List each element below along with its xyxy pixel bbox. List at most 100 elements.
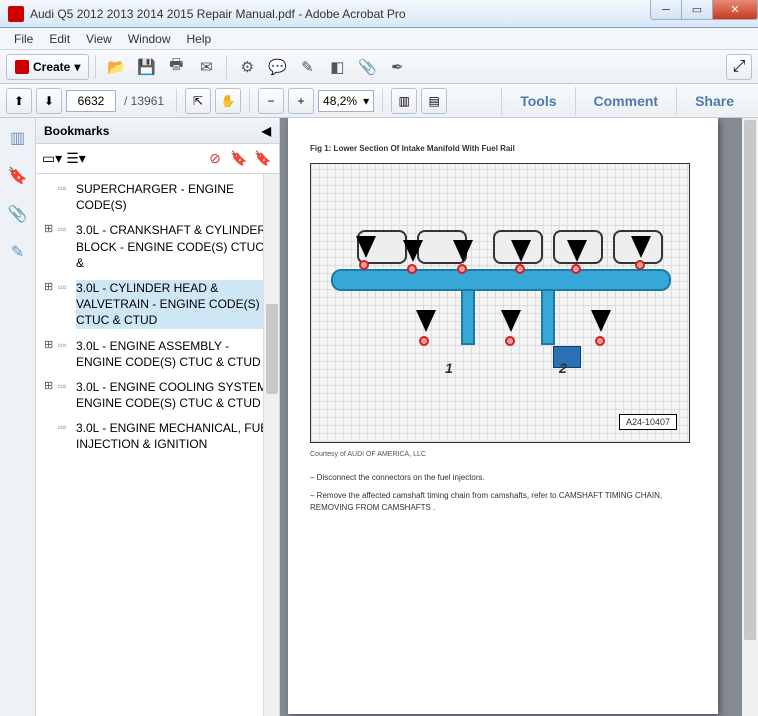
nav-bar: ⬆ ⬇ / 13961 ⇱ ✋ − + 48,2% ▾ ▥ ▤ Tools Co… xyxy=(0,84,758,118)
window-titlebar: Audi Q5 2012 2013 2014 2015 Repair Manua… xyxy=(0,0,758,28)
left-rail: ▥ 🔖 📎 ✎ xyxy=(0,118,36,716)
bookmark-label: SUPERCHARGER - ENGINE CODE(S) xyxy=(76,181,275,213)
page-down-button[interactable]: ⬇ xyxy=(36,88,62,114)
app-icon xyxy=(8,6,24,22)
bookmark-item[interactable]: ⊞▫▫3.0L - ENGINE ASSEMBLY - ENGINE CODE(… xyxy=(42,335,277,376)
bookmark-menu-icon[interactable]: ☰▾ xyxy=(66,149,86,169)
menu-edit[interactable]: Edit xyxy=(41,30,78,48)
bookmark-icon: ▫▫ xyxy=(58,420,76,452)
bookmark-item[interactable]: ⊞▫▫3.0L - CYLINDER HEAD & VALVETRAIN - E… xyxy=(42,277,277,335)
stamp-icon[interactable]: ◧ xyxy=(323,54,351,80)
menu-view[interactable]: View xyxy=(78,30,120,48)
bookmarks-title: Bookmarks xyxy=(44,124,109,138)
bookmark-icon: ▫▫ xyxy=(58,222,76,271)
open-icon[interactable]: 📂 xyxy=(102,54,130,80)
expand-icon[interactable] xyxy=(44,420,58,452)
separator xyxy=(249,89,250,113)
bookmark-icon: ▫▫ xyxy=(58,338,76,370)
panel-collapse-icon[interactable]: ◀ xyxy=(262,124,271,138)
instruction-line: – Disconnect the connectors on the fuel … xyxy=(310,472,696,484)
window-controls: ─ ▭ ✕ xyxy=(651,0,758,27)
bookmark-item[interactable]: ▫▫3.0L - ENGINE MECHANICAL, FUEL INJECTI… xyxy=(42,417,277,458)
close-button[interactable]: ✕ xyxy=(712,0,758,20)
page-number-input[interactable] xyxy=(66,90,116,112)
bookmarks-scrollbar[interactable] xyxy=(263,174,279,716)
expand-icon[interactable] xyxy=(44,181,58,213)
bookmark-label: 3.0L - ENGINE MECHANICAL, FUEL INJECTION… xyxy=(76,420,275,452)
zoom-value: 48,2% xyxy=(323,94,357,108)
hand-tool-icon[interactable]: ✋ xyxy=(215,88,241,114)
separator xyxy=(176,89,177,113)
content-scrollbar[interactable] xyxy=(742,118,758,716)
share-panel-button[interactable]: Share xyxy=(676,87,752,115)
window-title: Audi Q5 2012 2013 2014 2015 Repair Manua… xyxy=(30,7,651,21)
expand-icon[interactable]: ⊞ xyxy=(44,379,58,411)
create-button[interactable]: Create ▾ xyxy=(6,54,89,80)
courtesy-note: Courtesy of AUDI OF AMERICA, LLC xyxy=(310,451,696,458)
fit-page-icon[interactable]: ▥ xyxy=(391,88,417,114)
maximize-button[interactable]: ▭ xyxy=(681,0,713,20)
create-label: Create xyxy=(33,60,70,74)
bookmark-icon: ▫▫ xyxy=(58,280,76,329)
pdf-page: Fig 1: Lower Section Of Intake Manifold … xyxy=(288,118,718,714)
attach-icon[interactable]: 📎 xyxy=(353,54,381,80)
select-tool-icon[interactable]: ⇱ xyxy=(185,88,211,114)
instruction-line: – Remove the affected camshaft timing ch… xyxy=(310,490,696,514)
expand-icon[interactable]: ⊞ xyxy=(44,338,58,370)
gear-icon[interactable]: ⚙ xyxy=(233,54,261,80)
signatures-icon[interactable]: ✎ xyxy=(8,242,28,262)
pdf-icon xyxy=(15,60,29,74)
bookmark-label: 3.0L - ENGINE ASSEMBLY - ENGINE CODE(S) … xyxy=(76,338,275,370)
highlight-icon[interactable]: ✎ xyxy=(293,54,321,80)
minimize-button[interactable]: ─ xyxy=(650,0,682,20)
figure-image: 1 2 A24-10407 xyxy=(310,163,690,443)
comment-icon[interactable]: 💬 xyxy=(263,54,291,80)
comment-panel-button[interactable]: Comment xyxy=(575,87,677,115)
sign-icon[interactable]: ✒ xyxy=(383,54,411,80)
main-area: ▥ 🔖 📎 ✎ Bookmarks ◀ ▭▾ ☰▾ ⊘ 🔖 🔖 ▫▫SUPERC… xyxy=(0,118,758,716)
new-bookmark-icon[interactable]: 🔖 xyxy=(229,149,249,169)
separator xyxy=(226,55,227,79)
expand-icon[interactable]: ⊞ xyxy=(44,280,58,329)
bookmarks-list: ▫▫SUPERCHARGER - ENGINE CODE(S)⊞▫▫3.0L -… xyxy=(36,174,279,716)
figure-title: Fig 1: Lower Section Of Intake Manifold … xyxy=(310,144,696,153)
document-viewport[interactable]: Fig 1: Lower Section Of Intake Manifold … xyxy=(280,118,758,716)
menu-bar: File Edit View Window Help xyxy=(0,28,758,50)
thumbnails-icon[interactable]: ▥ xyxy=(8,128,28,148)
chevron-down-icon: ▾ xyxy=(363,94,369,108)
bookmark-item[interactable]: ▫▫SUPERCHARGER - ENGINE CODE(S) xyxy=(42,178,277,219)
bookmark-options-icon[interactable]: ▭▾ xyxy=(42,149,62,169)
delete-bookmark-icon[interactable]: ⊘ xyxy=(205,149,225,169)
email-icon[interactable]: ✉ xyxy=(192,54,220,80)
part-number: A24-10407 xyxy=(619,414,677,430)
toolbar: Create ▾ 📂 💾 🖶 ✉ ⚙ 💬 ✎ ◧ 📎 ✒ ⤢ xyxy=(0,50,758,84)
tools-panel-button[interactable]: Tools xyxy=(501,87,574,115)
separator xyxy=(382,89,383,113)
new-bookmark-from-icon[interactable]: 🔖 xyxy=(253,149,273,169)
callout-1: 1 xyxy=(445,360,453,376)
zoom-in-button[interactable]: + xyxy=(288,88,314,114)
save-icon[interactable]: 💾 xyxy=(132,54,160,80)
zoom-select[interactable]: 48,2% ▾ xyxy=(318,90,374,112)
bookmark-ribbon-icon[interactable]: 🔖 xyxy=(8,166,28,186)
bookmark-label: 3.0L - ENGINE COOLING SYSTEM - ENGINE CO… xyxy=(76,379,275,411)
zoom-out-button[interactable]: − xyxy=(258,88,284,114)
menu-help[interactable]: Help xyxy=(179,30,220,48)
menu-window[interactable]: Window xyxy=(120,30,179,48)
bookmark-item[interactable]: ⊞▫▫3.0L - CRANKSHAFT & CYLINDER BLOCK - … xyxy=(42,219,277,277)
attachments-icon[interactable]: 📎 xyxy=(8,204,28,224)
bookmark-icon: ▫▫ xyxy=(58,379,76,411)
fit-width-icon[interactable]: ▤ xyxy=(421,88,447,114)
expand-icon[interactable]: ⊞ xyxy=(44,222,58,271)
print-icon[interactable]: 🖶 xyxy=(162,54,190,80)
expand-toolbar-button[interactable]: ⤢ xyxy=(726,54,752,80)
bookmark-item[interactable]: ⊞▫▫3.0L - ENGINE COOLING SYSTEM - ENGINE… xyxy=(42,376,277,417)
page-up-button[interactable]: ⬆ xyxy=(6,88,32,114)
bookmarks-header: Bookmarks ◀ xyxy=(36,118,279,144)
page-total: / 13961 xyxy=(120,94,168,108)
bookmarks-toolbar: ▭▾ ☰▾ ⊘ 🔖 🔖 xyxy=(36,144,279,174)
bookmark-label: 3.0L - CRANKSHAFT & CYLINDER BLOCK - ENG… xyxy=(76,222,275,271)
menu-file[interactable]: File xyxy=(6,30,41,48)
callout-2: 2 xyxy=(559,360,567,376)
bookmarks-panel: Bookmarks ◀ ▭▾ ☰▾ ⊘ 🔖 🔖 ▫▫SUPERCHARGER -… xyxy=(36,118,280,716)
